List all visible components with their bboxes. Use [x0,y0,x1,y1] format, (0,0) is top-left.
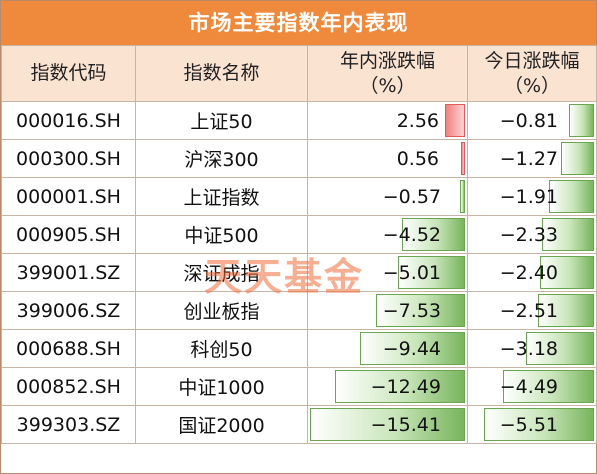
cell-ytd: −7.53 [307,291,468,330]
ytd-value: 2.56 [396,109,439,132]
today-value: −3.18 [499,337,558,360]
ytd-value: −0.57 [382,185,441,208]
cell-today: −2.51 [467,291,597,330]
cell-code: 000016.SH [1,101,136,140]
ytd-data-bar [397,256,465,289]
today-data-bar [484,408,594,441]
header-code: 指数代码 [1,45,136,102]
cell-ytd: −12.49 [307,367,468,406]
table-row: 399303.SZ 国证2000 −15.41 −5.51 [1,405,597,444]
ytd-data-bar [444,104,465,137]
header-ytd-line2: （%） [359,74,416,97]
cell-today: −2.40 [467,253,597,292]
cell-today: −1.91 [467,177,597,216]
cell-name: 中证1000 [135,367,308,406]
ytd-data-bar [360,332,465,365]
today-data-bar [569,104,594,137]
today-data-bar [526,332,594,365]
ytd-data-bar [401,218,465,251]
cell-today: −0.81 [467,101,597,140]
header-today: 今日涨跌幅 （%） [467,45,597,102]
cell-name: 国证2000 [135,405,308,444]
cell-code: 399001.SZ [1,253,136,292]
index-table: 指数代码 指数名称 年内涨跌幅 （%） 今日涨跌幅 （%） 000016.SH 上… [1,45,597,444]
cell-code: 399303.SZ [1,405,136,444]
cell-ytd: −4.52 [307,215,468,254]
cell-today: −4.49 [467,367,597,406]
ytd-value: −15.41 [370,413,441,436]
ytd-value: −4.52 [382,223,441,246]
today-value: −0.81 [499,109,558,132]
header-today-line1: 今日涨跌幅 [484,49,580,72]
table-row: 000001.SH 上证指数 −0.57 −1.91 [1,177,597,216]
cell-ytd: 0.56 [307,139,468,178]
today-data-bar [540,256,594,289]
today-data-bar [549,180,594,213]
header-ytd-line1: 年内涨跌幅 [339,49,435,72]
cell-code: 399006.SZ [1,291,136,330]
today-value: −4.49 [499,375,558,398]
table-row: 000300.SH 沪深300 0.56 −1.27 [1,139,597,178]
today-value: −2.51 [499,299,558,322]
cell-name: 上证50 [135,101,308,140]
header-name: 指数名称 [135,45,308,102]
header-row: 指数代码 指数名称 年内涨跌幅 （%） 今日涨跌幅 （%） [1,45,597,102]
cell-ytd: −15.41 [307,405,468,444]
ytd-data-bar [460,180,465,213]
cell-code: 000001.SH [1,177,136,216]
cell-code: 000905.SH [1,215,136,254]
cell-today: −3.18 [467,329,597,368]
today-data-bar [541,218,594,251]
ytd-data-bar [460,142,465,175]
table-row: 000688.SH 科创50 −9.44 −3.18 [1,329,597,368]
ytd-data-bar [376,294,465,327]
cell-name: 沪深300 [135,139,308,178]
ytd-value: 0.56 [396,147,439,170]
ytd-data-bar [334,370,465,403]
cell-ytd: −0.57 [307,177,468,216]
cell-ytd: −9.44 [307,329,468,368]
table-row: 000852.SH 中证1000 −12.49 −4.49 [1,367,597,406]
cell-code: 000300.SH [1,139,136,178]
ytd-value: −12.49 [370,375,441,398]
ytd-value: −9.44 [382,337,441,360]
cell-today: −2.33 [467,215,597,254]
cell-today: −5.51 [467,405,597,444]
ytd-value: −5.01 [382,261,441,284]
table-row: 399006.SZ 创业板指 −7.53 −2.51 [1,291,597,330]
today-value: −1.91 [499,185,558,208]
header-today-line2: （%） [503,74,561,97]
header-ytd: 年内涨跌幅 （%） [307,45,468,102]
today-value: −1.27 [499,147,558,170]
cell-name: 创业板指 [135,291,308,330]
cell-name: 科创50 [135,329,308,368]
today-value: −2.40 [499,261,558,284]
cell-name: 深证成指 [135,253,308,292]
cell-ytd: −5.01 [307,253,468,292]
today-value: −5.51 [499,413,558,436]
today-value: −2.33 [499,223,558,246]
table-title: 市场主要指数年内表现 [1,1,596,45]
ytd-data-bar [310,408,465,441]
today-data-bar [502,370,594,403]
cell-ytd: 2.56 [307,101,468,140]
today-data-bar [538,294,594,327]
table-row: 000016.SH 上证50 2.56 −0.81 [1,101,597,140]
cell-code: 000852.SH [1,367,136,406]
cell-code: 000688.SH [1,329,136,368]
cell-today: −1.27 [467,139,597,178]
ytd-value: −7.53 [382,299,441,322]
cell-name: 上证指数 [135,177,308,216]
today-data-bar [560,142,594,175]
watermark-logo: 天天基金 [204,255,365,299]
